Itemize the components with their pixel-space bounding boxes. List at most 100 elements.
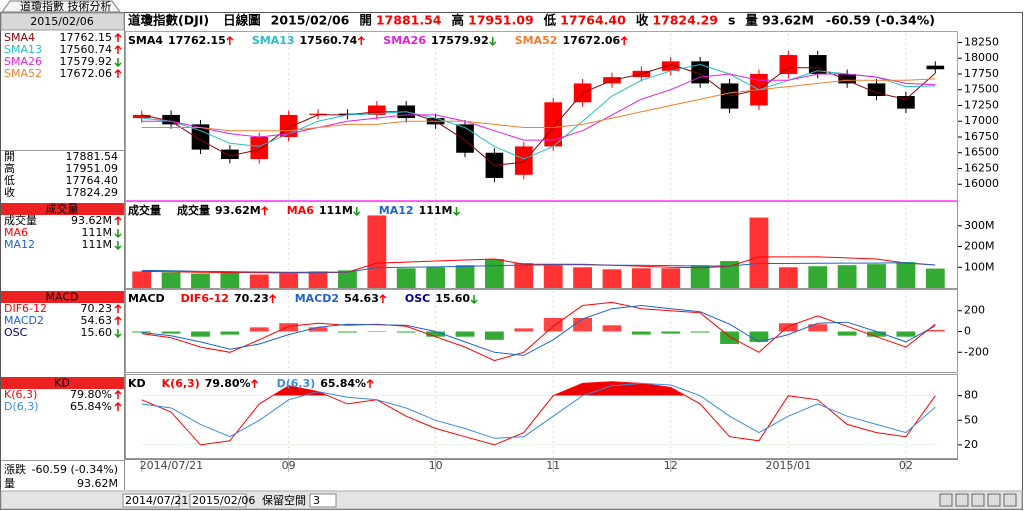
left-value: 17579.92 (60, 55, 113, 68)
candle-body (544, 102, 563, 147)
tab[interactable] (1, 0, 121, 13)
left-name: MACD2 (4, 314, 44, 327)
candle-body (514, 146, 533, 175)
trend-arrow (114, 229, 122, 239)
legend-value: 79.80% (205, 377, 251, 390)
legend-value: 111M (319, 204, 353, 217)
indicator-line (141, 63, 936, 166)
left-value: 111M (82, 238, 113, 251)
legend-value: 17579.92 (431, 34, 489, 47)
header-text: 2015/02/06 (271, 13, 350, 28)
candle-body (779, 55, 798, 74)
left-value: 65.84% (70, 400, 112, 413)
ohlc-label: 開 (4, 150, 15, 163)
panel-title: MACD (128, 292, 165, 305)
legend-value: 111M (419, 204, 453, 217)
bar (690, 331, 710, 333)
bar (808, 324, 828, 332)
trend-arrow (269, 293, 277, 303)
candle-body (162, 114, 180, 125)
left-name: OSC (4, 326, 28, 339)
bar (279, 273, 299, 288)
x-tick-label: 12 (664, 459, 678, 472)
start-date[interactable]: 2014/07/21 (125, 494, 188, 507)
bar (249, 327, 269, 332)
bar (573, 267, 592, 288)
legend-value: 54.63 (344, 292, 379, 305)
reserve-input[interactable] (309, 493, 337, 508)
candle-body (456, 124, 474, 153)
indicator-line (141, 73, 936, 141)
icon-button[interactable] (971, 493, 985, 507)
y-tick-label: 16250 (964, 161, 999, 174)
left-name: SMA4 (4, 31, 35, 44)
bar (132, 271, 152, 288)
bar (161, 272, 181, 288)
trend-arrow (114, 32, 122, 42)
left-date: 2015/02/06 (30, 15, 93, 28)
trend-arrow (357, 35, 365, 45)
header-text: 道瓊指數(DJI) (128, 13, 209, 28)
bar (220, 272, 240, 288)
start-input[interactable] (122, 493, 180, 508)
change-label: 漲跌 (4, 462, 26, 476)
y-tick-label: 16000 (964, 177, 999, 190)
bar (455, 265, 475, 288)
bar (220, 331, 240, 335)
section-title: 成交量 (46, 202, 79, 216)
bar (749, 217, 769, 288)
header-text: 93.62M (762, 13, 814, 28)
reserve-value[interactable]: 3 (313, 494, 320, 507)
bar (543, 318, 563, 332)
end-input[interactable] (189, 493, 247, 508)
plot-frame (125, 31, 958, 201)
toolbar (0, 490, 1023, 510)
candle-body (368, 105, 386, 115)
left-name: D(6,3) (4, 400, 39, 413)
candle-body (132, 114, 151, 119)
legend-name: DIF6-12 (181, 292, 229, 305)
left-value: 70.23 (81, 302, 113, 315)
bar (367, 330, 387, 332)
end-date[interactable]: 2015/02/06 (192, 494, 255, 507)
bar (573, 318, 592, 332)
ohlc-label: 高 (4, 161, 15, 175)
left-value: 17560.74 (60, 43, 113, 56)
trend-arrow (114, 303, 122, 313)
trend-arrow (114, 315, 122, 325)
icon-button[interactable] (1003, 493, 1017, 507)
panel-title: 成交量 (128, 203, 161, 217)
indicator-line (141, 78, 936, 132)
bar (455, 331, 475, 337)
bar (720, 331, 739, 344)
bar (191, 331, 210, 337)
indicator-line (141, 301, 936, 362)
left-name: MA6 (4, 226, 28, 239)
trend-arrow (114, 389, 122, 399)
left-value: 15.60 (81, 326, 113, 339)
x-tick-label: 2014/07/21 (140, 459, 203, 472)
icon-button[interactable] (939, 493, 953, 507)
legend-name: D(6,3) (277, 377, 316, 390)
bar (661, 268, 681, 288)
y-tick-label: 50 (964, 413, 978, 426)
indicator-line (141, 382, 936, 439)
left-value: 17672.06 (60, 67, 113, 80)
legend-name: SMA52 (515, 34, 558, 47)
tab-label[interactable]: 道瓊指數 技術分析 (20, 0, 112, 13)
y-tick-label: 17000 (964, 114, 999, 127)
icon-button[interactable] (987, 493, 1001, 507)
trend-arrow (452, 207, 461, 217)
y-tick-label: 200M (964, 240, 995, 253)
legend-value: 17560.74 (300, 34, 358, 47)
ohlc-label: 收 (4, 185, 15, 199)
trend-arrow (251, 378, 259, 388)
indicator-line (141, 256, 936, 274)
candle-body (838, 73, 856, 84)
bar (925, 329, 945, 332)
trend-arrow (114, 401, 122, 411)
bar (308, 327, 328, 332)
icon-button[interactable] (955, 493, 969, 507)
legend-name: SMA13 (252, 34, 295, 47)
bar (396, 331, 416, 333)
